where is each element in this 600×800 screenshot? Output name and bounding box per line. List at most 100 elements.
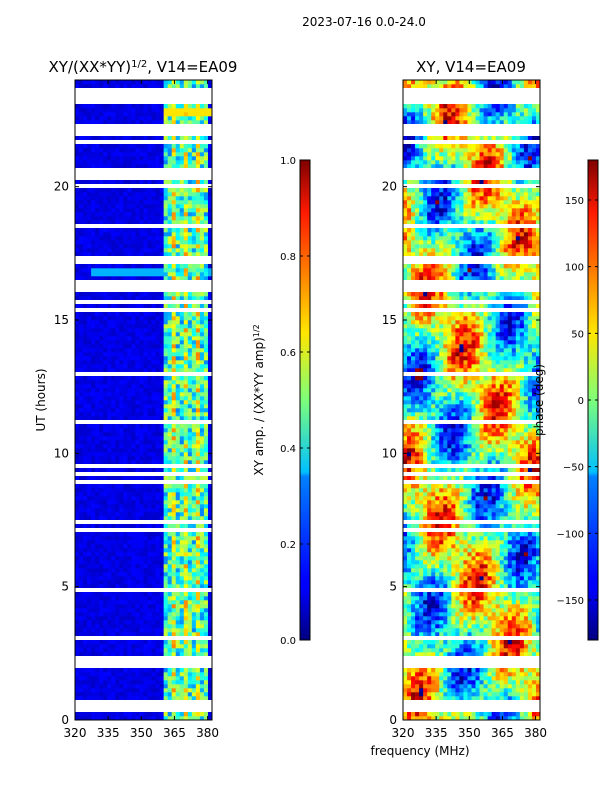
right-heatmap-cell (523, 632, 529, 637)
right-heatmap-cell (475, 668, 480, 673)
left-heatmap-cell (179, 624, 185, 629)
right-heatmap-cell (411, 676, 416, 681)
left-heatmap-cell (163, 384, 168, 389)
left-heatmap-cell (187, 200, 193, 205)
right-heatmap-cell (411, 696, 416, 701)
right-heatmap-cell (503, 640, 509, 645)
left-heatmap-cell (119, 276, 124, 281)
right-heatmap-cell (479, 684, 484, 689)
left-heatmap-cell (83, 332, 88, 337)
left-heatmap-cell (195, 524, 201, 529)
left-heatmap-cell (159, 716, 164, 720)
left-heatmap-cell (127, 504, 132, 509)
right-heatmap-cell (431, 668, 436, 673)
left-heatmap-cell (79, 312, 84, 317)
left-heatmap-cell (159, 448, 164, 453)
left-heatmap-cell (131, 268, 136, 273)
right-heatmap-cell (491, 688, 496, 693)
left-heatmap-cell (75, 388, 80, 393)
right-heatmap-cell (443, 688, 448, 693)
left-heatmap-cell (127, 632, 132, 637)
left-heatmap-cell (163, 208, 168, 213)
left-heatmap-cell (107, 240, 112, 245)
left-heatmap-cell (99, 276, 104, 281)
left-heatmap-cell (143, 716, 148, 720)
right-heatmap-cell (523, 712, 529, 717)
left-heatmap-cell (127, 484, 132, 489)
left-heatmap-cell (91, 376, 96, 381)
left-heatmap-cell (171, 432, 177, 437)
left-heatmap-cell (75, 220, 80, 225)
left-heatmap-cell (127, 716, 132, 720)
left-flagged-row (75, 480, 212, 484)
left-heatmap-cell (139, 180, 144, 185)
left-heatmap-cell (135, 456, 140, 461)
left-heatmap-cell (187, 332, 193, 337)
left-heatmap-cell (207, 648, 212, 653)
left-heatmap-cell (187, 328, 193, 333)
right-heatmap-cell (523, 672, 529, 677)
left-heatmap-cell (87, 648, 92, 653)
left-heatmap-cell (199, 144, 205, 149)
left-heatmap-cell (75, 148, 80, 153)
left-heatmap-cell (87, 568, 92, 573)
left-heatmap-cell (155, 356, 160, 361)
right-heatmap-cell (411, 632, 416, 637)
left-heatmap-cell (203, 428, 209, 433)
right-heatmap-cell (447, 716, 452, 720)
left-heatmap-cell (163, 392, 168, 397)
left-heatmap-cell (151, 272, 156, 277)
left-heatmap-cell (207, 516, 212, 521)
left-heatmap-cell (119, 332, 124, 337)
left-heatmap-cell (167, 188, 173, 193)
right-heatmap-cell (495, 672, 501, 677)
right-heatmap-cell (447, 712, 452, 717)
right-heatmap-cell (419, 668, 424, 673)
left-heatmap-cell (207, 312, 212, 317)
left-heatmap-cell (179, 508, 185, 513)
left-heatmap-cell (123, 652, 128, 657)
left-colorbar-gradient (299, 159, 311, 641)
left-heatmap-cell (127, 556, 132, 561)
left-heatmap-cell (171, 152, 177, 157)
left-heatmap-cell (155, 192, 160, 197)
left-heatmap-cell (179, 348, 185, 353)
left-heatmap-cell (123, 212, 128, 217)
left-heatmap-cell (91, 572, 96, 577)
right-heatmap-cell (415, 680, 420, 685)
left-heatmap-cell (171, 216, 177, 221)
left-heatmap-cell (127, 568, 132, 573)
left-heatmap-cell (151, 556, 156, 561)
left-heatmap-cell (155, 116, 160, 121)
left-heatmap-cell (87, 112, 92, 117)
left-heatmap-cell (155, 620, 160, 625)
left-heatmap-cell (191, 336, 197, 341)
left-heatmap-cell (163, 348, 168, 353)
left-heatmap-cell (75, 232, 80, 237)
left-heatmap-cell (79, 320, 84, 325)
left-heatmap-cell (87, 572, 92, 577)
left-heatmap-cell (207, 692, 212, 697)
left-heatmap-cell (143, 436, 148, 441)
left-heatmap-cell (139, 548, 144, 553)
left-heatmap-cell (103, 108, 108, 113)
left-heatmap-cell (83, 612, 88, 617)
right-heatmap-cell (527, 644, 533, 649)
left-heatmap-cell (75, 452, 80, 457)
left-heatmap-cell (99, 532, 104, 537)
left-heatmap-cell (135, 680, 140, 685)
left-heatmap-cell (135, 560, 140, 565)
left-heatmap-cell (139, 440, 144, 445)
left-heatmap-cell (95, 392, 100, 397)
left-heatmap-cell (123, 404, 128, 409)
left-heatmap-cell (207, 352, 212, 357)
right-heatmap-cell (475, 684, 480, 689)
right-heatmap-cell (487, 696, 492, 701)
left-heatmap-cell (99, 208, 104, 213)
right-heatmap-cell (443, 668, 448, 673)
left-heatmap-cell (183, 392, 189, 397)
left-heatmap-cell (123, 156, 128, 161)
left-heatmap-cell (175, 692, 181, 697)
right-heatmap-cell (475, 676, 480, 681)
left-heatmap-cell (199, 408, 205, 413)
